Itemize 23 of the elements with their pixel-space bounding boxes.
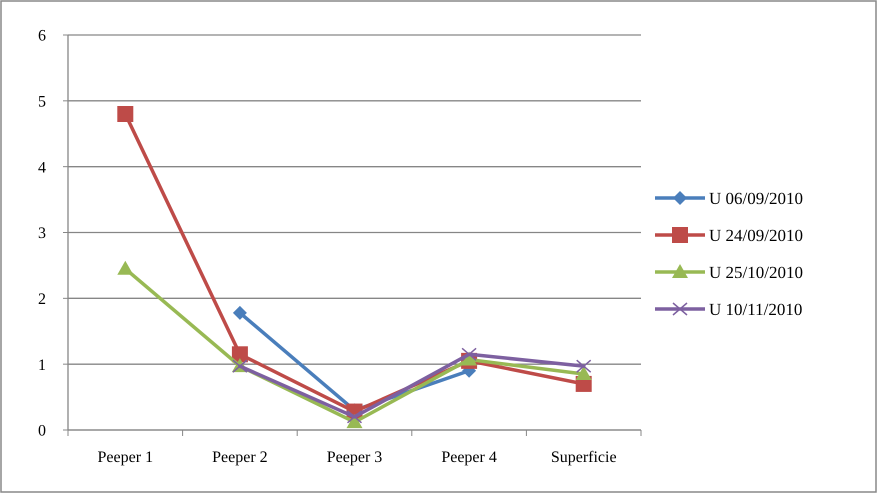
y-tick-label: 0	[38, 422, 46, 440]
point	[117, 260, 134, 275]
point	[576, 366, 592, 380]
point	[346, 410, 362, 424]
point	[576, 359, 592, 373]
y-tick-label: 6	[38, 28, 46, 45]
y-tick-label: 4	[38, 159, 46, 176]
x-tick-label: Peeper 2	[212, 449, 268, 466]
x-tick-label: Peeper 4	[441, 449, 497, 466]
point	[461, 348, 477, 362]
y-tick-label: 1	[38, 356, 46, 374]
x-tick-label: Peeper 3	[326, 449, 382, 466]
y-tick-label: 3	[38, 225, 46, 242]
point	[232, 306, 247, 320]
x-tick-label: Peeper 1	[98, 449, 154, 466]
y-tick-label: 5	[38, 93, 46, 110]
legend-label: U 25/10/2010	[709, 262, 803, 282]
legend-label: U 10/11/2010	[709, 300, 802, 319]
x-tick-label: Superficie	[550, 449, 617, 466]
legend-label: U 06/09/2010	[709, 188, 803, 208]
point	[117, 106, 134, 122]
y-tick-label: 2	[38, 290, 46, 308]
legend-label: U 24/09/2010	[709, 226, 803, 245]
